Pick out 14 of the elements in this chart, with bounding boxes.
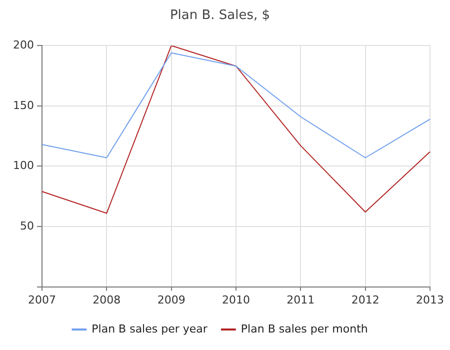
x-tick-label: 2013 <box>416 293 444 306</box>
x-tick-label: 2012 <box>351 293 380 306</box>
x-tick-label: 2007 <box>28 293 56 306</box>
y-tick-label: 200 <box>12 38 34 52</box>
y-tick-label: 150 <box>12 98 34 112</box>
x-tick-label: 2011 <box>286 293 315 306</box>
x-tick-label: 2008 <box>92 293 121 306</box>
y-tick-label: 50 <box>20 219 34 232</box>
chart-title: Plan B. Sales, $ <box>170 8 270 24</box>
legend-label: Plan B sales per month <box>240 322 368 336</box>
x-tick-label: 2010 <box>222 293 250 306</box>
y-tick-label: 100 <box>12 159 34 172</box>
x-tick-label: 2009 <box>157 293 186 306</box>
legend-label: Plan B sales per year <box>92 322 208 336</box>
